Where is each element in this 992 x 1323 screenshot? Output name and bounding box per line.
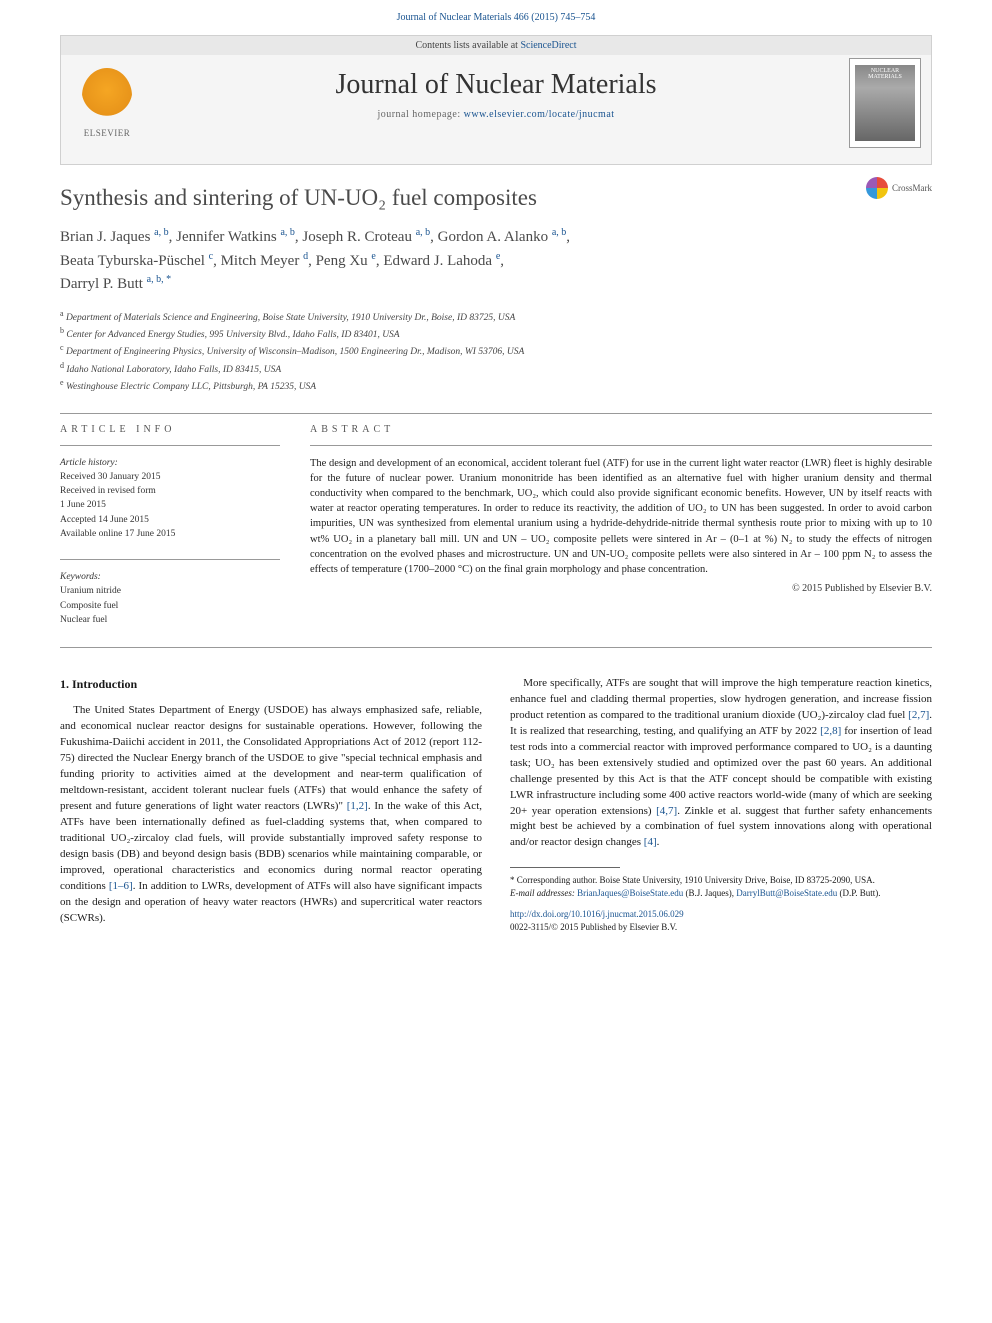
citation-ref[interactable]: [4] bbox=[644, 836, 657, 848]
history-accepted: Accepted 14 June 2015 bbox=[60, 513, 280, 527]
author-affil-sup: c bbox=[209, 251, 213, 262]
citation-ref[interactable]: [1,2] bbox=[347, 800, 368, 812]
email-line: E-mail addresses: BrianJaques@BoiseState… bbox=[510, 887, 932, 900]
publisher-logo: ELSEVIER bbox=[71, 58, 143, 148]
history-label: Article history: bbox=[60, 456, 280, 470]
author-affil-sup: a, b bbox=[280, 227, 294, 238]
crossmark-label: CrossMark bbox=[892, 183, 932, 193]
citation-ref[interactable]: [2,8] bbox=[820, 725, 841, 737]
keyword: Composite fuel bbox=[60, 599, 280, 613]
author-affil-sup: a, b bbox=[416, 227, 430, 238]
citation-ref[interactable]: [2,7] bbox=[908, 709, 929, 721]
email-label: E-mail addresses: bbox=[510, 888, 575, 898]
author-list: Brian J. Jaques a, b, Jennifer Watkins a… bbox=[60, 225, 932, 296]
footnotes: * Corresponding author. Boise State Univ… bbox=[510, 874, 932, 899]
rule bbox=[310, 445, 932, 446]
author-affil-sup: a, b bbox=[552, 227, 566, 238]
rule bbox=[60, 445, 280, 446]
journal-masthead: ELSEVIER Contents lists available at Sci… bbox=[60, 35, 932, 165]
author-affil-sup: a, b, * bbox=[147, 274, 171, 285]
author-affil-sup: d bbox=[303, 251, 308, 262]
abstract-heading: ABSTRACT bbox=[310, 424, 932, 435]
affiliation: e Westinghouse Electric Company LLC, Pit… bbox=[60, 377, 932, 394]
abstract-copyright: © 2015 Published by Elsevier B.V. bbox=[310, 583, 932, 594]
homepage-prefix: journal homepage: bbox=[377, 109, 463, 120]
email-link[interactable]: DarrylButt@BoiseState.edu bbox=[736, 888, 837, 898]
author: Peng Xu bbox=[316, 253, 368, 269]
author: Jennifer Watkins bbox=[176, 229, 277, 245]
affiliation: b Center for Advanced Energy Studies, 99… bbox=[60, 325, 932, 342]
contents-bar: Contents lists available at ScienceDirec… bbox=[61, 36, 931, 55]
keyword: Uranium nitride bbox=[60, 584, 280, 598]
abstract-text: The design and development of an economi… bbox=[310, 456, 932, 578]
sciencedirect-link[interactable]: ScienceDirect bbox=[520, 40, 576, 51]
rule bbox=[60, 413, 932, 414]
author: Darryl P. Butt bbox=[60, 276, 143, 292]
author: Edward J. Lahoda bbox=[383, 253, 492, 269]
paragraph: More specifically, ATFs are sought that … bbox=[510, 676, 932, 851]
publisher-name: ELSEVIER bbox=[84, 128, 131, 138]
author: Gordon A. Alanko bbox=[438, 229, 548, 245]
author-affil-sup: e bbox=[496, 251, 500, 262]
email-link[interactable]: BrianJaques@BoiseState.edu bbox=[577, 888, 683, 898]
footnote-rule bbox=[510, 867, 620, 868]
author: Joseph R. Croteau bbox=[302, 229, 412, 245]
doi-block: http://dx.doi.org/10.1016/j.jnucmat.2015… bbox=[510, 908, 932, 934]
citation-link[interactable]: Journal of Nuclear Materials 466 (2015) … bbox=[397, 12, 596, 23]
keyword: Nuclear fuel bbox=[60, 613, 280, 627]
homepage-link[interactable]: www.elsevier.com/locate/jnucmat bbox=[464, 109, 615, 120]
history-received: Received 30 January 2015 bbox=[60, 470, 280, 484]
journal-cover-thumb: NUCLEAR MATERIALS bbox=[849, 58, 921, 148]
rule bbox=[60, 559, 280, 560]
author: Beata Tyburska-Püschel bbox=[60, 253, 205, 269]
history-online: Available online 17 June 2015 bbox=[60, 527, 280, 541]
corresponding-author-note: * Corresponding author. Boise State Univ… bbox=[510, 874, 932, 887]
crossmark-icon bbox=[866, 177, 888, 199]
article-title: Synthesis and sintering of UN-UO₂ fuel c… bbox=[60, 185, 932, 211]
paragraph: The United States Department of Energy (… bbox=[60, 703, 482, 926]
author-affil-sup: a, b bbox=[154, 227, 168, 238]
affiliations: a Department of Materials Science and En… bbox=[60, 308, 932, 395]
cover-image: NUCLEAR MATERIALS bbox=[855, 65, 915, 141]
affiliation: d Idaho National Laboratory, Idaho Falls… bbox=[60, 360, 932, 377]
history-revised: Received in revised form bbox=[60, 484, 280, 498]
journal-title: Journal of Nuclear Materials bbox=[61, 55, 931, 109]
affiliation: c Department of Engineering Physics, Uni… bbox=[60, 342, 932, 359]
author: Mitch Meyer bbox=[221, 253, 300, 269]
history-revised-date: 1 June 2015 bbox=[60, 498, 280, 512]
email-attribution: (B.J. Jaques), bbox=[685, 888, 734, 898]
running-header: Journal of Nuclear Materials 466 (2015) … bbox=[0, 0, 992, 29]
keywords-label: Keywords: bbox=[60, 570, 280, 584]
email-attribution: (D.P. Butt). bbox=[839, 888, 880, 898]
article-history: Article history: Received 30 January 201… bbox=[60, 456, 280, 542]
homepage-line: journal homepage: www.elsevier.com/locat… bbox=[61, 109, 931, 120]
citation-ref[interactable]: [4,7] bbox=[656, 805, 677, 817]
crossmark-badge[interactable]: CrossMark bbox=[866, 177, 932, 199]
section-heading: 1. Introduction bbox=[60, 676, 482, 693]
doi-link[interactable]: http://dx.doi.org/10.1016/j.jnucmat.2015… bbox=[510, 909, 684, 919]
issn-copyright: 0022-3115/© 2015 Published by Elsevier B… bbox=[510, 922, 677, 932]
affiliation: a Department of Materials Science and En… bbox=[60, 308, 932, 325]
keywords-block: Keywords: Uranium nitride Composite fuel… bbox=[60, 559, 280, 627]
citation-ref[interactable]: [1–6] bbox=[109, 880, 133, 892]
contents-prefix: Contents lists available at bbox=[415, 40, 520, 51]
article-info-heading: ARTICLE INFO bbox=[60, 424, 280, 435]
author: Brian J. Jaques bbox=[60, 229, 150, 245]
article-body: 1. Introduction The United States Depart… bbox=[60, 676, 932, 934]
elsevier-tree-icon bbox=[82, 68, 132, 124]
author-affil-sup: e bbox=[371, 251, 375, 262]
rule bbox=[60, 647, 932, 648]
